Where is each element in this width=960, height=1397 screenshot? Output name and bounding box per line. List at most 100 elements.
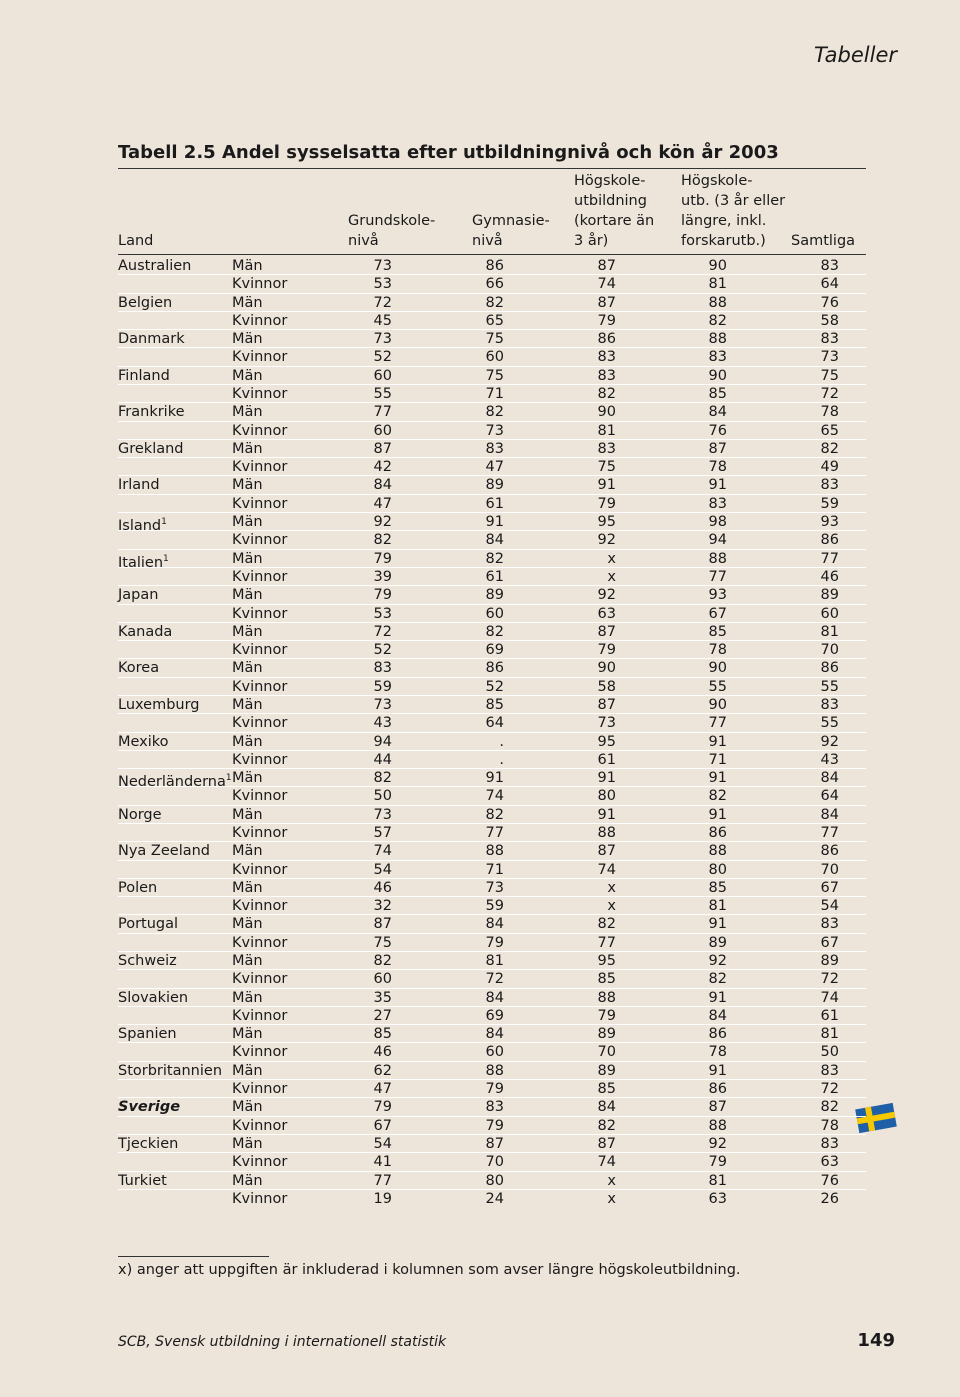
cell-value: 80 [597,788,616,805]
cell-value: 64 [820,276,839,293]
cell-value: 87 [597,294,616,311]
cell-value: 85 [373,1026,392,1043]
cell-value: 87 [597,1135,616,1152]
cell-value: 67 [820,934,839,951]
row-separator [118,804,866,806]
cell-value: 84 [485,1026,504,1043]
cell-value: 89 [485,477,504,494]
cell-value: 83 [820,696,839,713]
sex: Män [232,623,263,640]
sex: Kvinnor [232,605,288,622]
cell-value: 87 [485,1135,504,1152]
cell-value: 58 [820,312,839,329]
sex: Kvinnor [232,1007,288,1024]
sex: Män [232,587,263,604]
sex: Män [232,440,263,457]
cell-value: 76 [708,422,727,439]
row-separator [118,859,866,861]
cell-value: 47 [485,459,504,476]
country: Norge [118,806,162,823]
cell-value: 58 [597,678,616,695]
cell-value: 83 [373,660,392,677]
cell-value: 73 [373,258,392,274]
cell-value: 63 [708,1190,727,1207]
sex: Kvinnor [232,898,288,915]
sex: Män [232,1062,263,1079]
cell-value: 91 [485,770,504,787]
cell-value: 91 [708,989,727,1006]
cell-value: 87 [373,440,392,457]
cell-value: 84 [485,532,504,549]
cell-value: 78 [708,642,727,659]
country: Grekland [118,440,184,457]
row-separator [118,347,866,349]
cell-value: 70 [820,861,839,878]
cell-value: x [607,898,616,915]
footnote-mark: 1 [163,553,169,564]
row-separator [118,548,866,550]
row-separator [118,1024,866,1026]
cell-value: 77 [485,824,504,841]
cell-value: 82 [597,1117,616,1134]
sex: Kvinnor [232,349,288,366]
cell-value: 84 [485,916,504,933]
country: Spanien [118,1026,177,1043]
sex: Kvinnor [232,934,288,951]
cell-value: 82 [597,916,616,933]
country: Sverige [118,1099,181,1116]
cell-value: 91 [708,733,727,750]
row-separator [118,585,866,587]
cell-value: 83 [597,349,616,366]
sex: Kvinnor [232,1044,288,1061]
cell-value: 77 [597,934,616,951]
cell-value: 91 [485,514,504,531]
cell-value: 89 [597,1062,616,1079]
row-separator [118,694,866,696]
cell-value: 82 [597,386,616,403]
cell-value: 73 [597,715,616,732]
cell-value: 74 [597,1154,616,1171]
row-separator [118,969,866,971]
row-separator [118,603,866,605]
cell-value: 53 [373,605,392,622]
row-separator [118,768,866,770]
row-separator [118,658,866,660]
cell-value: 83 [820,916,839,933]
cell-value: 90 [708,367,727,384]
cell-value: 87 [373,916,392,933]
cell-value: 60 [373,422,392,439]
cell-value: 98 [708,514,727,531]
cell-value: 84 [820,806,839,823]
sex: Kvinnor [232,386,288,403]
cell-value: 55 [820,715,839,732]
row-separator [118,621,866,623]
sex: Män [232,258,263,274]
cell-value: 82 [485,294,504,311]
country: Australien [118,258,192,274]
cell-value: 78 [820,404,839,421]
sex: Män [232,989,263,1006]
cell-value: 70 [597,1044,616,1061]
cell-value: 84 [708,404,727,421]
row-separator [118,731,866,733]
cell-value: 82 [485,623,504,640]
row-separator [118,951,866,953]
sex: Kvinnor [232,532,288,549]
country: Kanada [118,623,173,640]
page-number: 149 [857,1330,895,1351]
country: Polen [118,879,158,896]
column-header: 3 år) [574,233,609,249]
sex: Män [232,696,263,713]
cell-value: 81 [820,1026,839,1043]
cell-value: 77 [820,824,839,841]
column-header: utbildning [574,193,647,209]
cell-value: 65 [820,422,839,439]
cell-value: 60 [373,971,392,988]
cell-value: 77 [708,568,727,585]
row-separator [118,365,866,367]
cell-value: 87 [597,623,616,640]
row-separator [118,640,866,642]
cell-value: 60 [820,605,839,622]
cell-value: 82 [708,788,727,805]
cell-value: 77 [820,550,839,567]
